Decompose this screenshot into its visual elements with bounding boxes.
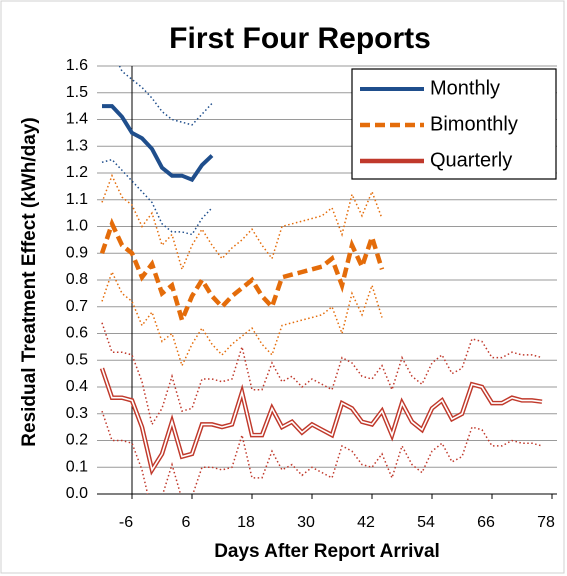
y-tick-label: 0.4	[66, 378, 88, 395]
y-tick-label: 1.5	[66, 84, 88, 101]
y-tick-label: 0.7	[66, 298, 88, 315]
confidence-band	[101, 410, 543, 494]
x-axis-label: Days After Report Arrival	[214, 541, 440, 562]
y-tick-label: 0.3	[66, 405, 88, 422]
x-tick-label: 42	[357, 514, 375, 531]
confidence-band	[101, 158, 213, 236]
series-line	[102, 104, 214, 183]
x-tick-label: 78	[537, 514, 555, 531]
x-tick-label: 18	[237, 514, 255, 531]
x-tick-label: 6	[182, 514, 191, 531]
y-tick-label: 1.2	[66, 164, 88, 181]
y-tick-label: 0.2	[66, 432, 88, 449]
confidence-band	[101, 173, 383, 272]
x-tick-label: 66	[477, 514, 495, 531]
y-tick-label: 1.1	[66, 191, 88, 208]
y-tick-label: 0.5	[66, 351, 88, 368]
series-line-inner	[101, 368, 543, 472]
confidence-band	[101, 322, 543, 427]
y-tick-label: 1.6	[66, 57, 88, 74]
series-line	[99, 217, 385, 327]
x-tick-label: 30	[297, 514, 315, 531]
y-axis-label: Residual Treatment Effect (kWh/day)	[19, 117, 40, 446]
y-tick-label: 0.0	[66, 485, 88, 502]
y-tick-label: 0.1	[66, 458, 88, 475]
chart-title: First Four Reports	[169, 22, 431, 55]
y-tick-label: 1.0	[66, 218, 88, 235]
y-tick-label: 0.9	[66, 244, 88, 261]
x-tick-label: 54	[417, 514, 435, 531]
x-tick-label: -6	[119, 514, 133, 531]
y-tick-label: 0.6	[66, 325, 88, 342]
plot-area	[99, 66, 543, 494]
legend-label: Monthly	[430, 77, 500, 99]
legend-label: Quarterly	[430, 149, 512, 171]
y-tick-label: 1.3	[66, 137, 88, 154]
confidence-band	[101, 269, 383, 368]
legend-label: Bimonthly	[430, 113, 518, 135]
y-tick-label: 1.4	[66, 111, 88, 128]
y-tick-label: 0.8	[66, 271, 88, 288]
